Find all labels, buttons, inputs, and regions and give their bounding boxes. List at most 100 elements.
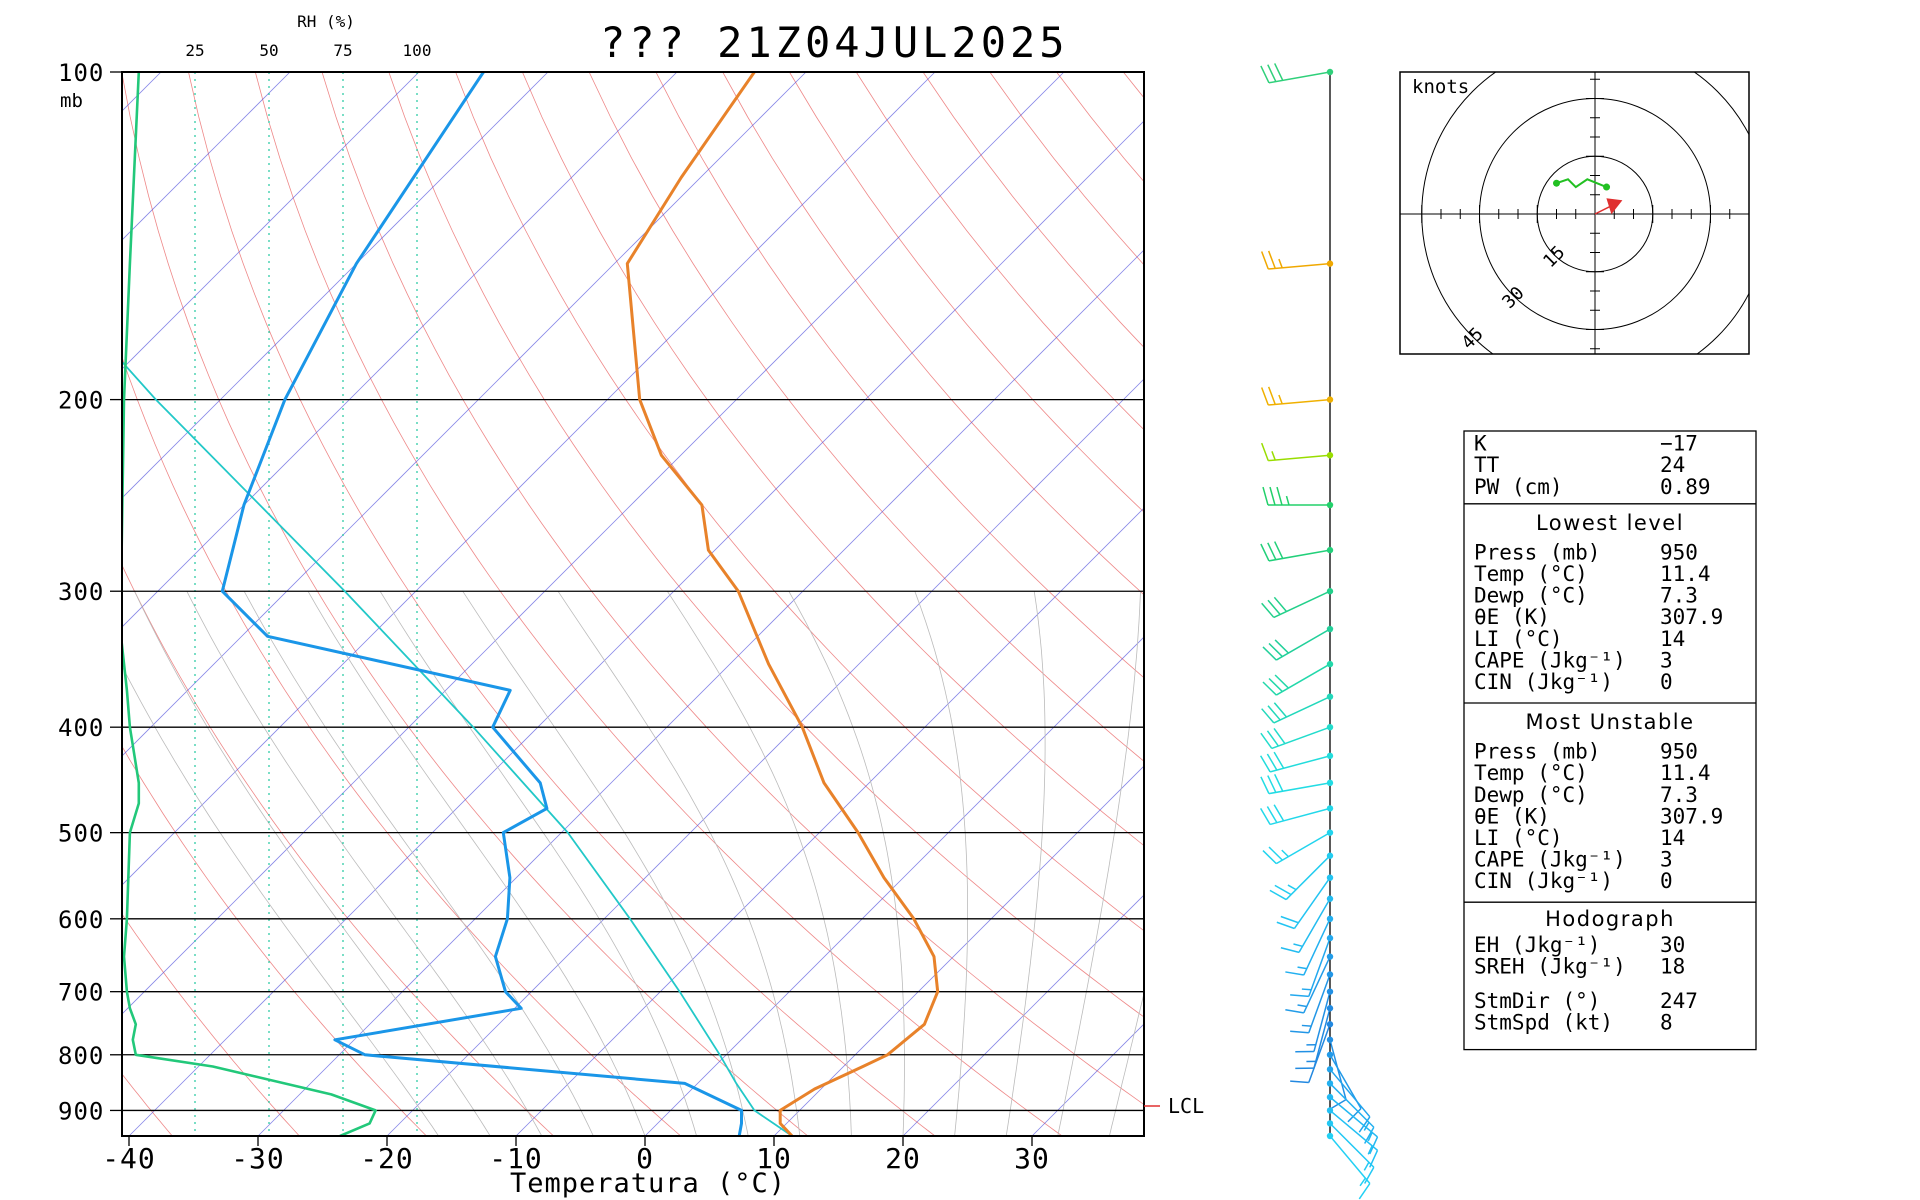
barb-staff bbox=[1273, 696, 1331, 724]
dry-adiabat bbox=[1390, 72, 1920, 1136]
wind-barbs bbox=[1259, 63, 1379, 1200]
barb-feather bbox=[1262, 646, 1277, 661]
barb-feather bbox=[1267, 386, 1276, 405]
wind-barb bbox=[1262, 829, 1334, 865]
moist-adiabat bbox=[788, 591, 905, 1136]
temperature-tick-label: -10 bbox=[489, 1142, 543, 1175]
dry-adiabat bbox=[588, 72, 1144, 762]
barb-feather bbox=[1276, 486, 1283, 506]
wind-barb bbox=[1290, 934, 1334, 998]
most-unstable-value: 950 bbox=[1660, 740, 1698, 764]
lowest-level-value: 0 bbox=[1660, 670, 1673, 694]
index-value: 24 bbox=[1660, 453, 1685, 477]
barb-feather bbox=[1260, 776, 1270, 794]
plot-frame bbox=[121, 71, 1145, 1137]
wind-barb bbox=[1326, 1066, 1371, 1133]
dry-adiabat bbox=[1724, 72, 1920, 1136]
dry-adiabat bbox=[122, 356, 682, 1136]
barb-feather bbox=[1269, 486, 1276, 506]
barb-staff bbox=[1271, 726, 1331, 750]
rh-tick-label: 25 bbox=[185, 41, 204, 60]
temperature-tick-label: -20 bbox=[360, 1142, 414, 1175]
barb-feather bbox=[1267, 542, 1277, 560]
dewpoint-profile bbox=[220, 72, 743, 1136]
background-lines bbox=[0, 72, 1920, 1136]
storm-motion-vector bbox=[1594, 205, 1611, 215]
isotherm bbox=[257, 249, 1144, 1136]
index-value: 0.89 bbox=[1660, 475, 1711, 499]
barb-feather bbox=[1273, 751, 1285, 769]
pressure-tick-label: 300 bbox=[58, 578, 104, 606]
most-unstable-value: 7.3 bbox=[1660, 783, 1698, 807]
most-unstable-value: 11.4 bbox=[1660, 761, 1711, 785]
barb-dot bbox=[1326, 260, 1334, 267]
isotherm bbox=[902, 894, 1144, 1136]
barb-feather bbox=[1274, 884, 1292, 896]
barb-staff bbox=[1329, 1082, 1375, 1128]
pressure-tick-label: 100 bbox=[58, 59, 104, 87]
isotherm bbox=[128, 120, 1144, 1136]
barb-half-feather bbox=[1287, 884, 1297, 891]
barb-staff bbox=[1329, 1068, 1371, 1118]
indices-frame bbox=[1463, 430, 1757, 1051]
wind-barb bbox=[1262, 486, 1334, 509]
barb-feather bbox=[1273, 804, 1285, 822]
barb-feather bbox=[1266, 753, 1278, 771]
barb-feather bbox=[1267, 250, 1276, 269]
barb-half-feather bbox=[1363, 1161, 1370, 1171]
moist-adiabat bbox=[666, 590, 852, 1136]
isotherm bbox=[515, 507, 1144, 1136]
wind-barb bbox=[1260, 250, 1334, 270]
dry-adiabat bbox=[122, 72, 809, 1136]
x-axis-label: Temperatura (°C) bbox=[510, 1168, 786, 1199]
hodograph-stat-label: StmDir (°) bbox=[1474, 989, 1600, 1013]
isotherm bbox=[386, 378, 1144, 1136]
barb-feather bbox=[1274, 674, 1289, 689]
most-unstable-label: Press (mb) bbox=[1474, 740, 1600, 764]
wind-barb bbox=[1260, 63, 1334, 84]
barb-feather bbox=[1260, 543, 1270, 562]
indices-table: K −17 TT 24 PW (cm) 0.89 Lowest level Press (mb… bbox=[1463, 430, 1757, 1051]
dry-adiabat bbox=[254, 72, 1063, 1136]
dry-adiabat bbox=[1591, 72, 1920, 1136]
barb-staff bbox=[1313, 991, 1331, 1052]
hodograph-ring-label: 15 bbox=[1539, 242, 1569, 272]
wind-barb bbox=[1276, 874, 1334, 930]
hodograph-stat-value: 30 bbox=[1660, 933, 1685, 957]
moist-adiabat bbox=[243, 591, 594, 1136]
barb-staff bbox=[1269, 807, 1331, 826]
hodograph-stat-label: EH (Jkg⁻¹) bbox=[1474, 933, 1600, 957]
dry-adiabat bbox=[0, 72, 45, 1136]
barb-feather bbox=[1285, 971, 1304, 976]
most-unstable-label: CAPE (Jkg⁻¹) bbox=[1474, 848, 1626, 872]
lowest-level-value: 7.3 bbox=[1660, 584, 1698, 608]
temperature-tick-label: 0 bbox=[636, 1142, 654, 1175]
temperature-tick-label: 30 bbox=[1014, 1142, 1050, 1175]
barb-feather bbox=[1273, 596, 1288, 612]
barb-feather bbox=[1262, 486, 1269, 506]
rh-tick-label: 100 bbox=[403, 41, 432, 60]
barb-staff bbox=[1313, 1008, 1331, 1069]
wind-barb bbox=[1260, 386, 1334, 406]
barb-staff bbox=[1268, 71, 1331, 84]
moist-adiabat bbox=[134, 591, 491, 1136]
most-unstable-value: 14 bbox=[1660, 826, 1685, 850]
barb-feather bbox=[1267, 705, 1281, 721]
index-label: TT bbox=[1474, 453, 1500, 477]
moist-adiabat bbox=[1005, 591, 1046, 1136]
wind-barb bbox=[1260, 541, 1334, 562]
hodograph-ring-labels: 15 30 45 bbox=[1458, 242, 1570, 354]
moist-adiabat bbox=[122, 665, 439, 1136]
barb-staff bbox=[1268, 398, 1331, 406]
wind-barb bbox=[1326, 1120, 1375, 1184]
most-unstable-label: LI (°C) bbox=[1474, 826, 1563, 850]
wind-barb bbox=[1261, 588, 1334, 619]
barb-feather bbox=[1267, 775, 1277, 793]
dry-adiabat bbox=[922, 72, 1144, 348]
dry-adiabat bbox=[789, 72, 1144, 513]
dry-adiabat bbox=[122, 745, 427, 1136]
barb-feather bbox=[1266, 806, 1278, 824]
isotherm bbox=[644, 636, 1144, 1136]
hodograph-point bbox=[1553, 179, 1560, 187]
wind-barb bbox=[1260, 774, 1334, 795]
